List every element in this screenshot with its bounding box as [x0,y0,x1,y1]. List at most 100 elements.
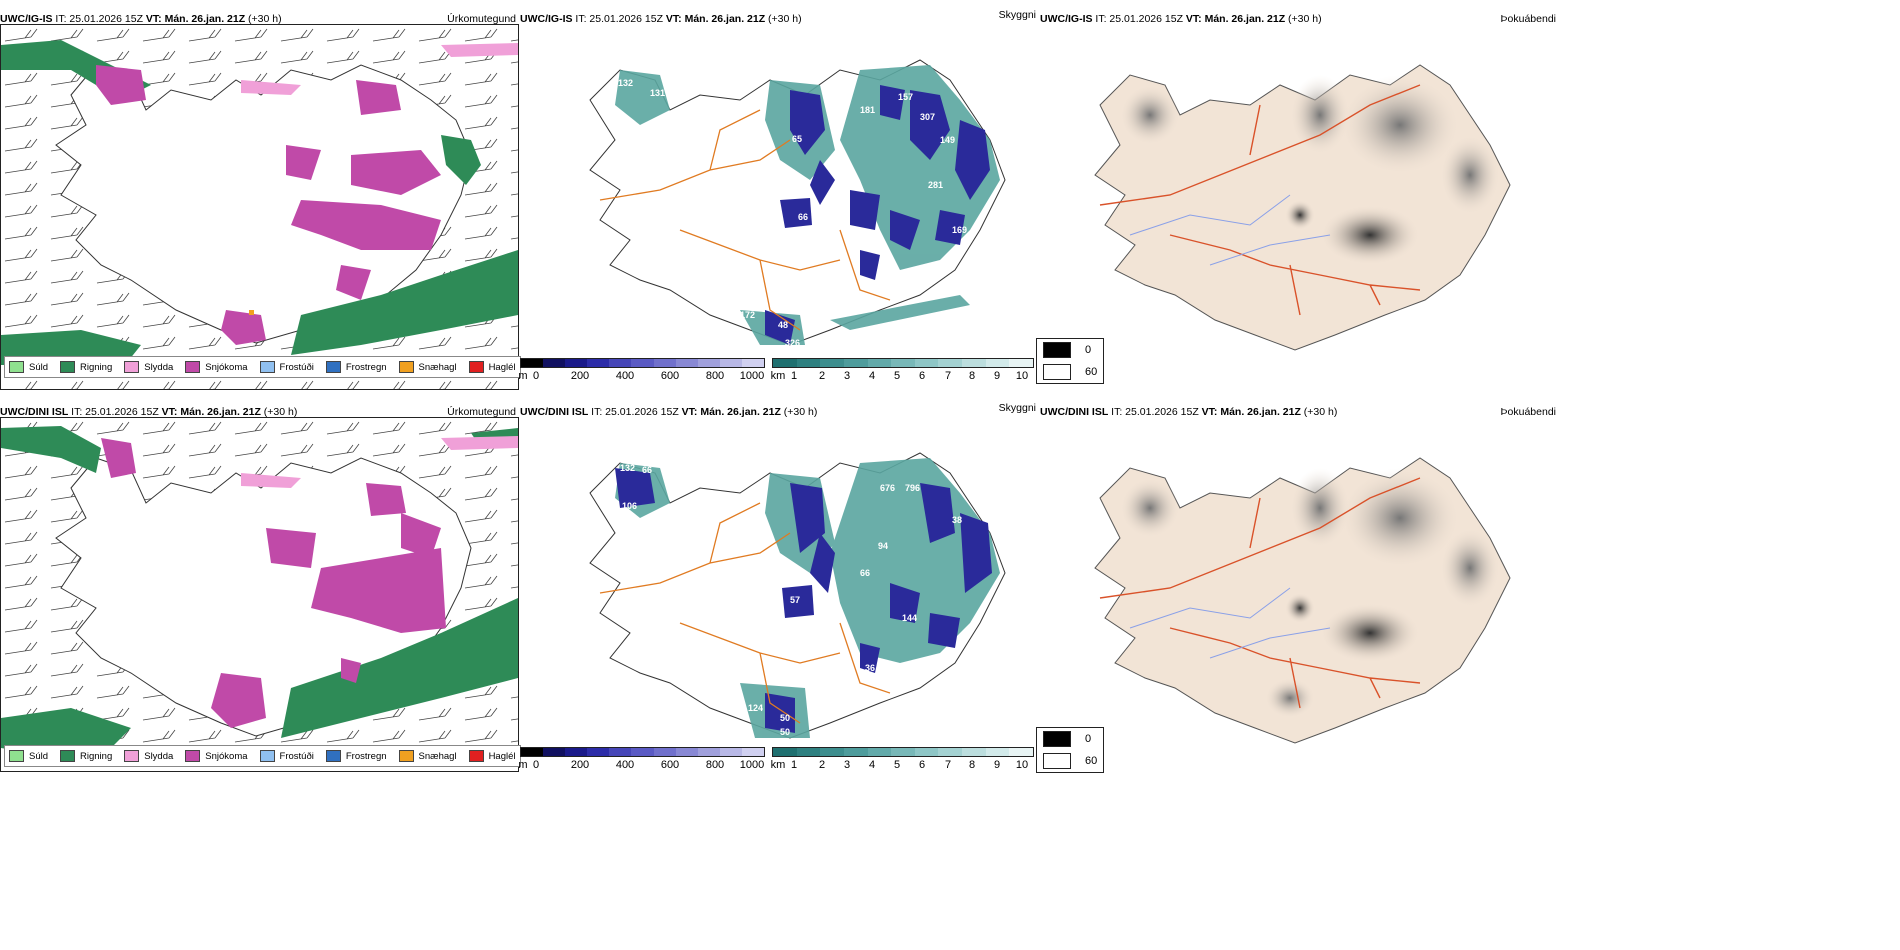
tick: 800 [705,759,725,771]
unit-label: km [770,370,786,382]
panel-name: Þokuábendi [1500,13,1556,25]
legend-swatch [124,361,140,373]
tick: 9 [993,370,1001,382]
colorbar-step [675,748,698,756]
fog-panel-top: UWC/IG-IS IT: 25.01.2026 15Z VT: Mán. 26… [1036,10,1560,384]
tick: 5 [893,370,901,382]
colorbar-step [867,359,892,367]
legend-item: Haglél [468,750,516,762]
tick: 0 [532,759,540,771]
colorbar-step [938,748,963,756]
colorbar-step [741,748,765,756]
tick: 7 [944,370,952,382]
fog-swatch [1043,753,1071,769]
fog-map [1070,35,1530,355]
legend-item: Snjókoma [185,361,248,373]
ceiling-labels: 132 131 181 157 307 65 149 281 66 169 17… [560,30,1030,352]
unit-label: m [518,370,528,382]
panel-name: Úrkomutegund [447,13,516,25]
tick: 600 [660,370,680,382]
ceiling-label: 307 [920,112,936,122]
ceiling-label: 50 [780,727,791,737]
legend-swatch [185,750,201,762]
ceiling-label: 157 [898,92,914,102]
tick: 3 [843,370,851,382]
fog-panel-bottom: UWC/DINI ISL IT: 25.01.2026 15Z VT: Mán.… [1036,403,1560,773]
fog-legend: 0 60 [1036,727,1105,773]
colorbar-step [796,748,821,756]
legend-item: Rigning [60,361,112,373]
tick: 2 [818,370,826,382]
colorbar-step [820,748,844,756]
tick: 200 [570,370,590,382]
ceiling-label: 66 [642,465,653,475]
legend-swatch [60,750,76,762]
precip-legend: Súld Rigning Slydda Snjókoma Frostúði Fr… [4,745,521,767]
colorbar-step [697,359,720,367]
legend-swatch [60,361,76,373]
panel-title: UWC/IG-IS IT: 25.01.2026 15Z VT: Mán. 26… [1040,13,1322,25]
colorbar-step [741,359,765,367]
fog-swatch [1043,731,1071,747]
colorbar-step [867,748,892,756]
colorbar-step [773,748,797,756]
legend-item: Frostregn [325,750,387,762]
legend-item: Snæhagl [398,750,457,762]
ceiling-label: 66 [798,212,809,222]
tick: 400 [615,759,635,771]
legend-swatch [9,750,24,762]
colorbar-step [521,359,544,367]
colorbar-step [719,748,742,756]
legend-item: Snjókoma [185,750,248,762]
colorbar-step [697,748,720,756]
ceiling-label: 144 [902,613,918,623]
ceiling-label: 106 [622,501,638,511]
legend-item: Frostúði [259,361,314,373]
tick: 6 [918,759,926,771]
colorbar-step [543,359,566,367]
ceiling-label: 50 [780,713,791,723]
precip-map [0,417,519,772]
ceiling-labels: 132 66 106 676 796 38 94 57 66 144 36 12… [560,423,1030,745]
tick: 8 [968,370,976,382]
colorbar-step [631,748,654,756]
ceiling-label: 48 [778,320,789,330]
tick: 8 [968,759,976,771]
colorbar-step [796,359,821,367]
visibility-panel-bottom: UWC/DINI ISL IT: 25.01.2026 15Z VT: Mán.… [518,402,1040,773]
colorbar-step [843,748,868,756]
precip-map [0,24,519,390]
precip-legend: Súld Rigning Slydda Snjókoma Frostúði Fr… [4,356,521,378]
legend-item: Snæhagl [398,361,457,373]
panel-title: UWC/DINI ISL IT: 25.01.2026 15Z VT: Mán.… [520,406,818,418]
panel-name: Þokuábendi [1500,406,1556,418]
ceiling-label: 326 [785,338,801,348]
fog-map [1070,428,1530,748]
legend-swatch [259,750,275,762]
colorbar-step [543,748,566,756]
ceiling-label: 94 [878,541,889,551]
ceiling-label: 281 [928,180,944,190]
ceiling-label: 676 [880,483,896,493]
colorbar-step [914,748,939,756]
tick: 2 [818,759,826,771]
unit-label: m [518,759,528,771]
colorbar-step [719,359,742,367]
colorbar-step [521,748,544,756]
tick: 800 [705,370,725,382]
legend-swatch [325,361,341,373]
colorbar-step [773,359,797,367]
tick: 10 [1015,370,1029,382]
panel-name: Úrkomutegund [447,406,516,418]
panel-title: UWC/DINI ISL IT: 25.01.2026 15Z VT: Mán.… [0,406,298,418]
ceiling-label: 36 [865,663,876,673]
legend-item: Frostúði [259,750,314,762]
fog-legend-row: 60 [1037,750,1103,772]
colorbar-step [985,359,1010,367]
fog-legend-row: 0 [1037,728,1103,750]
visibility-map: 132 131 181 157 307 65 149 281 66 169 17… [560,30,1030,352]
colorbar-step [587,748,610,756]
colorbar-step [962,748,986,756]
tick: 9 [993,759,1001,771]
legend-swatch [468,750,484,762]
